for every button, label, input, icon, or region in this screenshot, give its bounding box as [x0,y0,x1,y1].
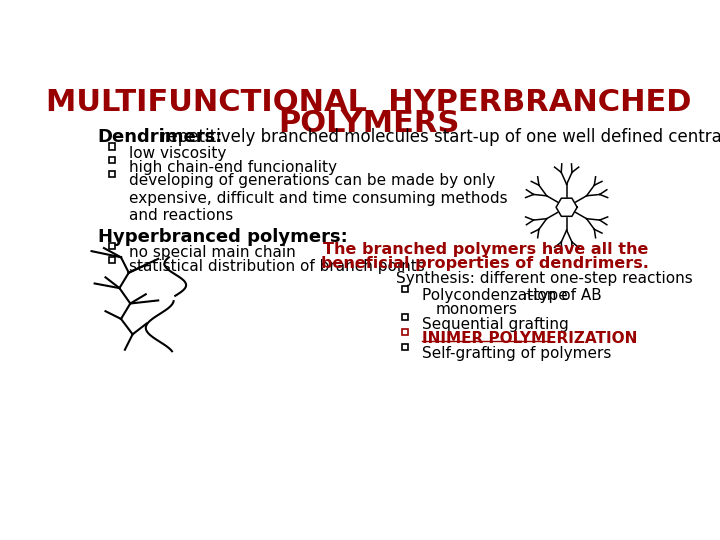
Text: low viscosity: low viscosity [129,146,226,161]
Text: Sequential grafting: Sequential grafting [422,316,569,332]
Text: INIMER POLYMERIZATION: INIMER POLYMERIZATION [422,331,637,346]
Text: n: n [523,291,531,303]
Bar [402,343,408,350]
Bar [109,256,114,262]
Text: The branched polymers have all the: The branched polymers have all the [323,242,648,257]
Bar [402,286,408,292]
Bar [402,329,408,335]
Bar [109,143,114,150]
Text: Polycondenzation of AB: Polycondenzation of AB [422,288,601,303]
Text: high chain-end funcionality: high chain-end funcionality [129,159,337,174]
Bar [109,157,114,164]
Text: Synthesis: different one-step reactions: Synthesis: different one-step reactions [396,271,693,286]
Text: beneficial properties of dendrimers.: beneficial properties of dendrimers. [321,256,649,271]
Bar [109,171,114,177]
Text: Hyperbranced polymers:: Hyperbranced polymers: [98,228,348,246]
Text: no special main chain: no special main chain [129,245,295,260]
Text: Self-grafting of polymers: Self-grafting of polymers [422,346,611,361]
Text: POLYMERS: POLYMERS [279,109,459,138]
Text: MULTIFUNCTIONAL  HYPERBRANCHED: MULTIFUNCTIONAL HYPERBRANCHED [46,88,692,117]
Text: developing of generations can be made by only
expensive, difficult and time cons: developing of generations can be made by… [129,173,508,223]
Text: monomers: monomers [436,302,518,317]
Text: statistical distribution of branch points: statistical distribution of branch point… [129,259,425,274]
Text: -type: -type [528,288,568,303]
Bar [402,314,408,320]
Text: Dendrimers:: Dendrimers: [98,128,223,146]
Bar [109,242,114,249]
Text: repetitively branched molecules start-up of one well defined central core: repetitively branched molecules start-up… [161,128,720,146]
